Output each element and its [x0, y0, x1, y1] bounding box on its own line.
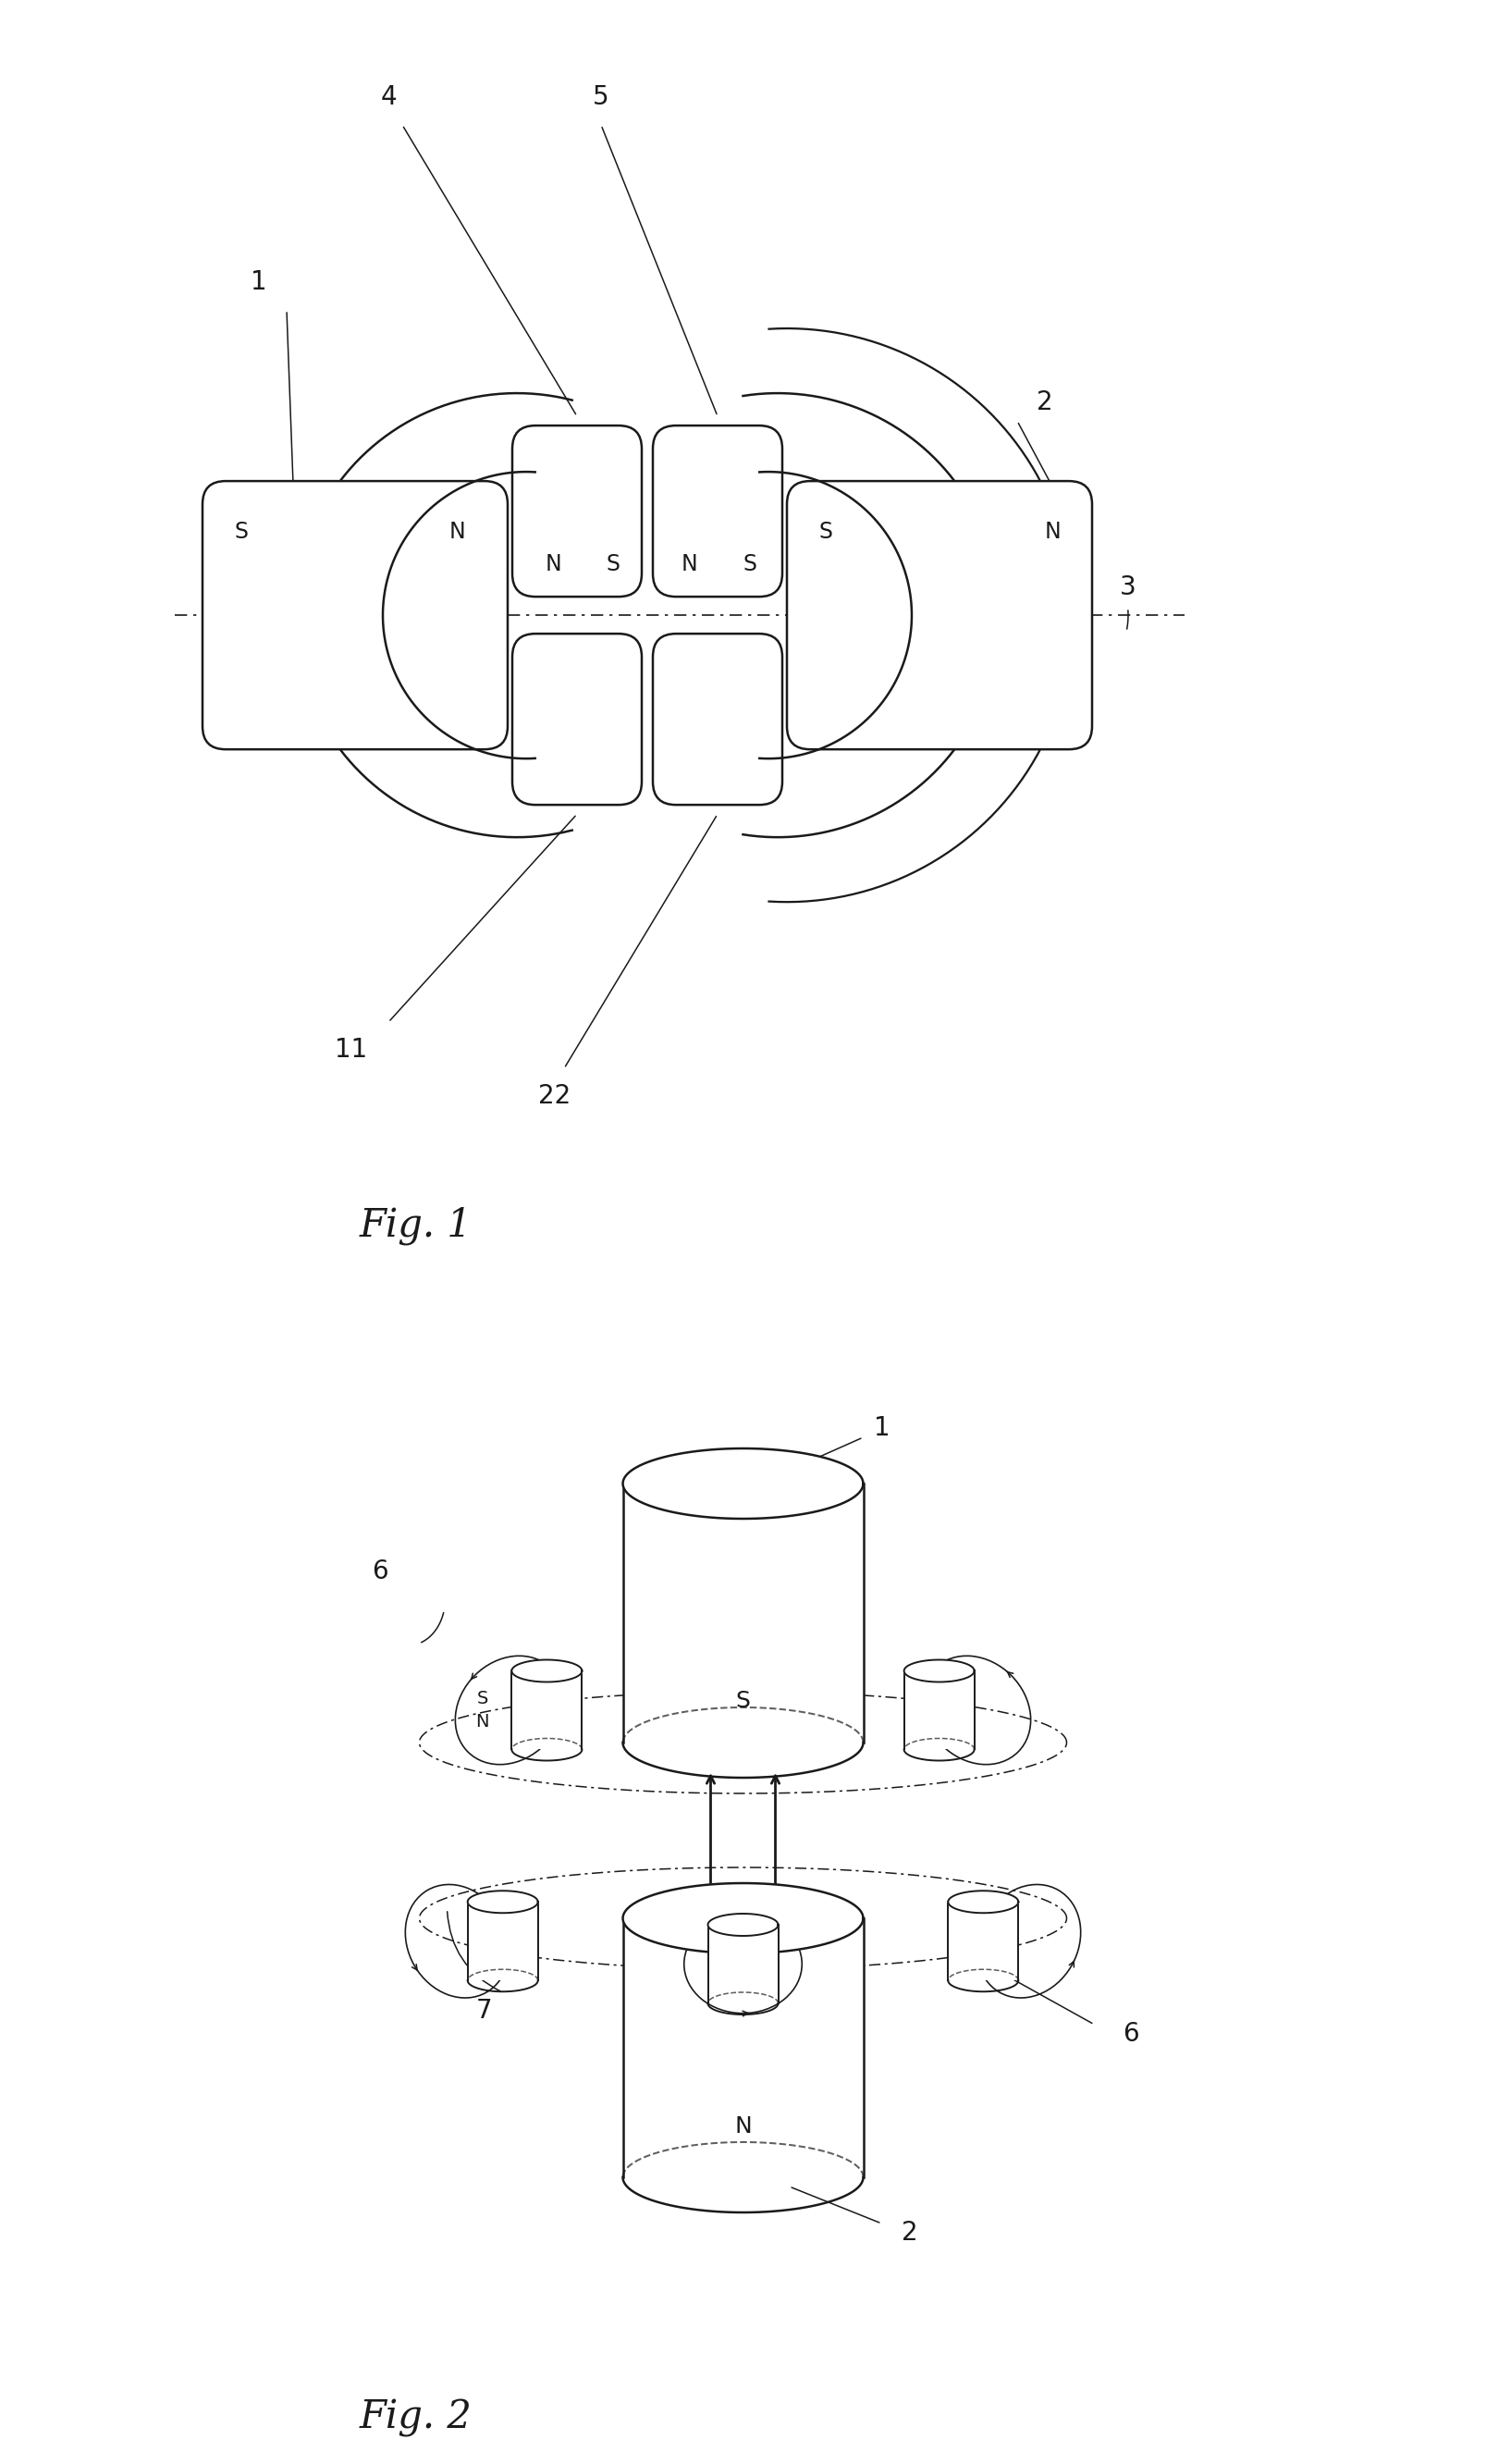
- Text: S: S: [606, 554, 620, 577]
- Polygon shape: [903, 1661, 975, 1683]
- Polygon shape: [511, 1671, 583, 1749]
- Text: S: S: [819, 520, 832, 542]
- Text: 3: 3: [1120, 574, 1137, 601]
- Text: S: S: [477, 1690, 489, 1708]
- Text: N: N: [1045, 520, 1061, 542]
- Polygon shape: [948, 1902, 1018, 1981]
- Polygon shape: [623, 1449, 863, 1518]
- Text: N: N: [734, 2114, 752, 2136]
- FancyBboxPatch shape: [513, 633, 642, 806]
- Polygon shape: [511, 1661, 583, 1683]
- Text: S: S: [235, 520, 248, 542]
- Text: 2: 2: [1037, 389, 1054, 416]
- FancyBboxPatch shape: [652, 426, 782, 596]
- Text: 5: 5: [593, 84, 609, 111]
- Polygon shape: [707, 1924, 779, 2003]
- Text: Fig. 2: Fig. 2: [360, 2397, 473, 2437]
- Text: 1: 1: [251, 269, 267, 296]
- Text: N: N: [449, 520, 465, 542]
- FancyBboxPatch shape: [202, 480, 508, 749]
- Polygon shape: [903, 1671, 975, 1749]
- Text: 7: 7: [476, 1998, 492, 2023]
- Polygon shape: [623, 1882, 863, 1954]
- Polygon shape: [707, 1915, 779, 1937]
- Text: N: N: [681, 554, 697, 577]
- Polygon shape: [468, 1902, 538, 1981]
- FancyBboxPatch shape: [652, 633, 782, 806]
- Text: 6: 6: [1123, 2020, 1140, 2048]
- Polygon shape: [468, 1890, 538, 1912]
- Polygon shape: [948, 1890, 1018, 1912]
- Polygon shape: [623, 1483, 863, 1742]
- FancyBboxPatch shape: [513, 426, 642, 596]
- Text: 2: 2: [902, 2220, 917, 2245]
- Polygon shape: [623, 1919, 863, 2178]
- Text: 4: 4: [380, 84, 397, 111]
- Text: 1: 1: [874, 1414, 890, 1441]
- Text: 11: 11: [334, 1037, 367, 1062]
- Text: N: N: [476, 1712, 489, 1730]
- Text: S: S: [736, 1690, 750, 1712]
- Text: 22: 22: [538, 1084, 571, 1109]
- Text: N: N: [545, 554, 562, 577]
- FancyBboxPatch shape: [788, 480, 1092, 749]
- Text: Fig. 1: Fig. 1: [360, 1207, 473, 1244]
- Text: S: S: [743, 554, 756, 577]
- Text: 6: 6: [373, 1560, 388, 1584]
